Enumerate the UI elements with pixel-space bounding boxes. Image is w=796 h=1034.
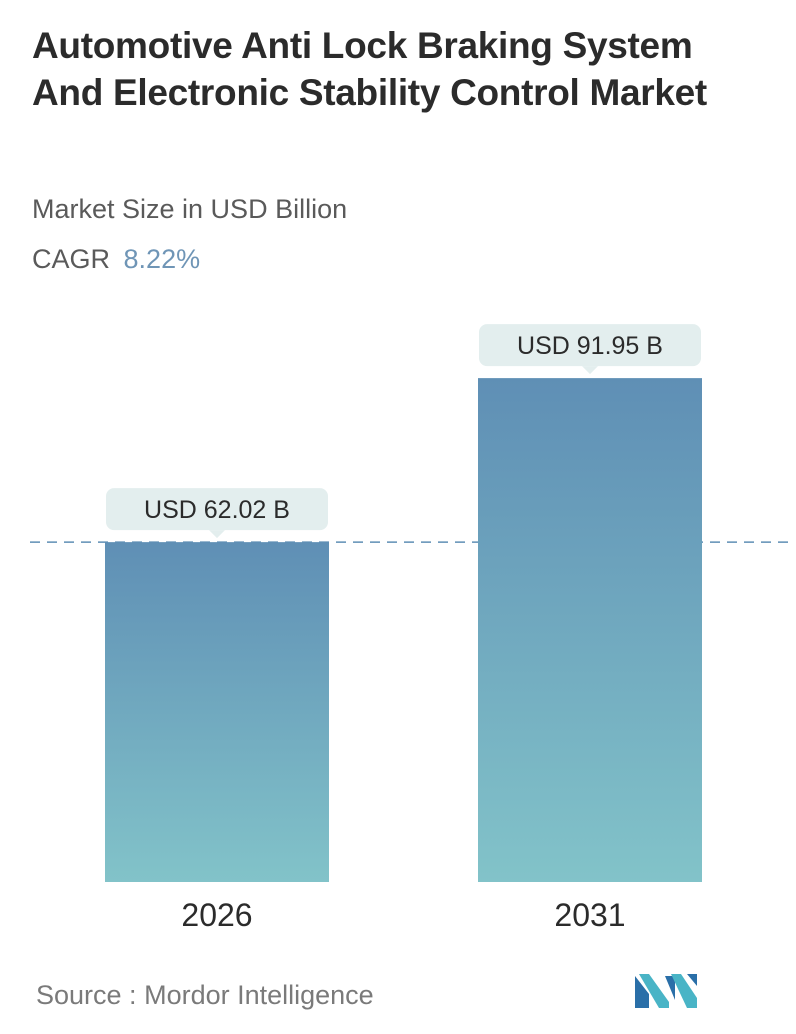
x-tick-label: 2026 xyxy=(181,897,252,933)
source-label: Source : xyxy=(36,980,137,1010)
bar-2031 xyxy=(478,378,702,882)
data-label-pointer xyxy=(209,530,225,539)
data-label: USD 91.95 B xyxy=(517,332,663,360)
data-label-box xyxy=(479,324,701,367)
cagr-value: 8.22% xyxy=(123,244,201,274)
bar-2026 xyxy=(105,542,329,882)
x-tick-label: 2031 xyxy=(554,897,625,933)
data-label: USD 62.02 B xyxy=(144,496,290,524)
data-label-box xyxy=(106,488,328,531)
cagr-row: CAGR 8.22% xyxy=(32,244,200,275)
cagr-label: CAGR xyxy=(32,244,111,274)
data-label-pointer xyxy=(582,366,598,375)
source-text: Source : Mordor Intelligence xyxy=(36,980,374,1011)
bar-chart: USD 62.02 B 2026 USD 91.95 B 2031 xyxy=(30,324,790,933)
chart-title: Automotive Anti Lock Braking System And … xyxy=(32,25,707,113)
chart-subtitle: Market Size in USD Billion xyxy=(32,194,348,224)
source-name: Mordor Intelligence xyxy=(144,980,374,1010)
mordor-logo-icon xyxy=(635,974,697,1008)
